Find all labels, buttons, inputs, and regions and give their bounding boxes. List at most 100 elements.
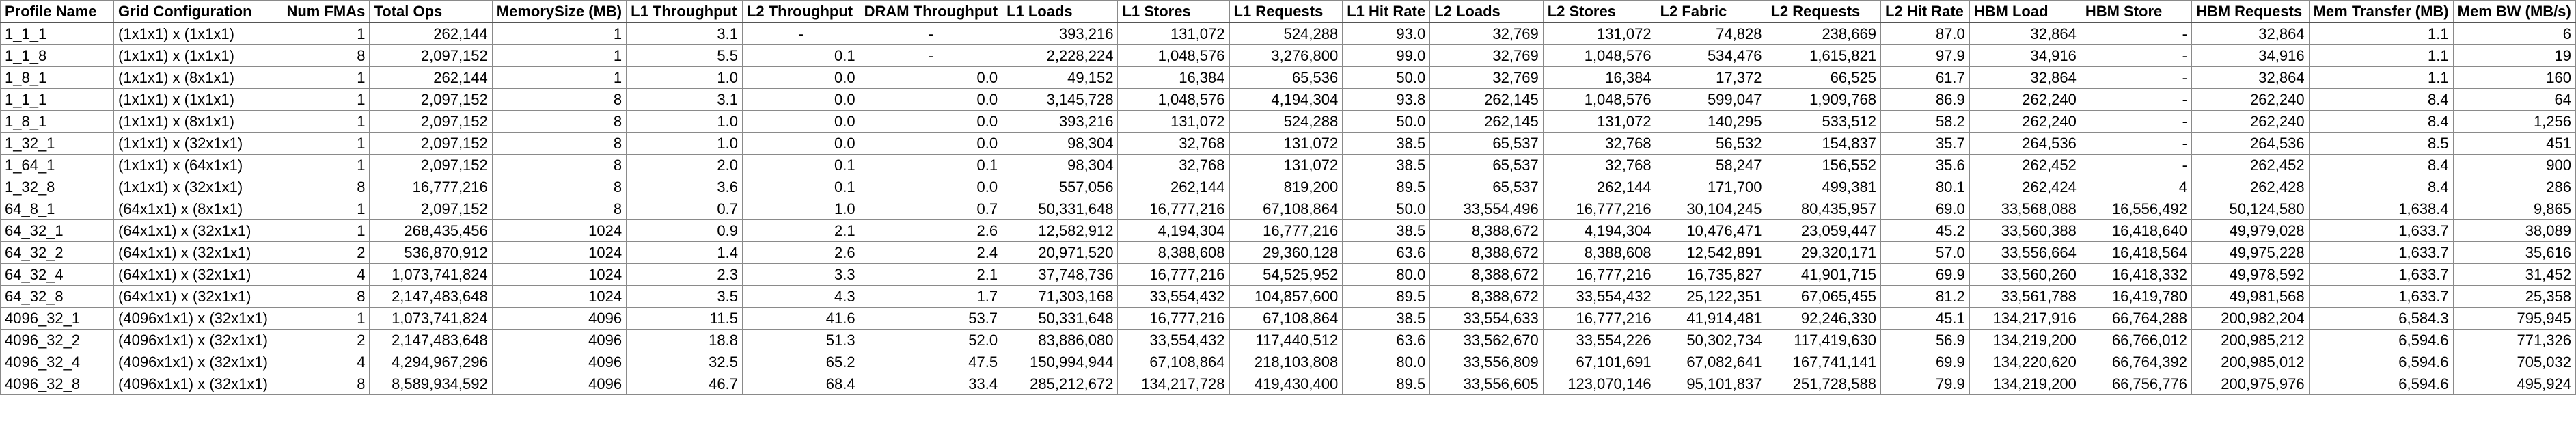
table-cell[interactable]: 8 <box>491 110 627 133</box>
table-cell[interactable]: - <box>741 22 860 45</box>
table-cell[interactable]: 557,056 <box>1002 176 1119 198</box>
table-cell[interactable]: 533,512 <box>1766 110 1881 133</box>
table-cell[interactable]: 771,326 <box>2452 329 2576 351</box>
table-cell[interactable]: 93.8 <box>1342 88 1431 111</box>
table-cell[interactable]: 262,144 <box>369 66 493 89</box>
table-cell[interactable]: 38.5 <box>1342 219 1431 242</box>
table-cell[interactable]: 47.5 <box>859 351 1003 373</box>
table-cell[interactable]: 0.9 <box>626 219 743 242</box>
table-cell[interactable]: 1,048,576 <box>1542 44 1656 67</box>
table-cell[interactable]: 66,756,776 <box>2080 373 2192 395</box>
table-cell[interactable]: 8,388,672 <box>1429 241 1544 264</box>
table-cell[interactable]: 16,735,827 <box>1655 263 1767 286</box>
column-header[interactable]: L1 Hit Rate <box>1342 0 1431 23</box>
table-cell[interactable]: 6,584.3 <box>2308 307 2454 330</box>
table-cell[interactable]: 262,144 <box>1117 176 1230 198</box>
table-cell[interactable]: 1,615,821 <box>1766 44 1881 67</box>
table-cell[interactable]: 1024 <box>491 285 627 308</box>
table-cell[interactable]: 63.6 <box>1342 241 1431 264</box>
table-cell[interactable]: 0.1 <box>741 176 860 198</box>
table-cell[interactable]: 8 <box>282 285 370 308</box>
table-cell[interactable]: (64x1x1) x (32x1x1) <box>113 263 283 286</box>
table-cell[interactable]: 67,082,641 <box>1655 351 1767 373</box>
table-cell[interactable]: 8 <box>282 44 370 67</box>
table-cell[interactable]: 419,430,400 <box>1229 373 1343 395</box>
table-cell[interactable]: 262,145 <box>1429 88 1544 111</box>
table-cell[interactable]: 536,870,912 <box>369 241 493 264</box>
table-cell[interactable]: 4096 <box>491 351 627 373</box>
table-cell[interactable]: 150,994,944 <box>1002 351 1119 373</box>
table-cell[interactable]: 79.9 <box>1880 373 1970 395</box>
table-cell[interactable]: 12,542,891 <box>1655 241 1767 264</box>
table-cell[interactable]: 38.5 <box>1342 154 1431 176</box>
table-cell[interactable]: 1.0 <box>626 132 743 155</box>
table-cell[interactable]: 2 <box>282 329 370 351</box>
table-cell[interactable]: 1,633.7 <box>2308 263 2454 286</box>
column-header[interactable]: HBM Requests <box>2191 0 2310 23</box>
table-cell[interactable]: 6 <box>2452 22 2576 45</box>
table-cell[interactable]: 54,525,952 <box>1229 263 1343 286</box>
column-header[interactable]: L2 Fabric <box>1655 0 1767 23</box>
table-cell[interactable]: 4096 <box>491 329 627 351</box>
table-cell[interactable]: 1_1_8 <box>0 44 115 67</box>
table-cell[interactable]: 32,769 <box>1429 44 1544 67</box>
table-cell[interactable]: (4096x1x1) x (32x1x1) <box>113 373 283 395</box>
table-cell[interactable]: 16,418,640 <box>2080 219 2192 242</box>
table-cell[interactable]: 218,103,808 <box>1229 351 1343 373</box>
table-cell[interactable]: - <box>859 22 1003 45</box>
table-cell[interactable]: 64_8_1 <box>0 198 115 220</box>
table-cell[interactable]: 50.0 <box>1342 110 1431 133</box>
table-cell[interactable]: (1x1x1) x (8x1x1) <box>113 66 283 89</box>
table-cell[interactable]: 264,536 <box>1969 132 2081 155</box>
table-cell[interactable]: 16,418,564 <box>2080 241 2192 264</box>
table-cell[interactable]: 4.3 <box>741 285 860 308</box>
table-cell[interactable]: 134,217,728 <box>1117 373 1230 395</box>
table-cell[interactable]: 8.4 <box>2308 154 2454 176</box>
column-header[interactable]: MemorySize (MB) <box>491 0 627 23</box>
table-cell[interactable]: 33,562,670 <box>1429 329 1544 351</box>
table-cell[interactable]: 45.1 <box>1880 307 1970 330</box>
table-cell[interactable]: 2,097,152 <box>369 154 493 176</box>
table-cell[interactable]: 16,777,216 <box>1542 307 1656 330</box>
table-cell[interactable]: 35,616 <box>2452 241 2576 264</box>
table-cell[interactable]: 31,452 <box>2452 263 2576 286</box>
table-cell[interactable]: 262,240 <box>1969 110 2081 133</box>
table-cell[interactable]: 3.6 <box>626 176 743 198</box>
table-cell[interactable]: (4096x1x1) x (32x1x1) <box>113 351 283 373</box>
table-cell[interactable]: 262,452 <box>1969 154 2081 176</box>
table-cell[interactable]: 123,070,146 <box>1542 373 1656 395</box>
table-cell[interactable]: 1,048,576 <box>1542 88 1656 111</box>
table-cell[interactable]: 2.1 <box>859 263 1003 286</box>
table-cell[interactable]: 4096 <box>491 373 627 395</box>
table-cell[interactable]: 3.5 <box>626 285 743 308</box>
column-header[interactable]: L2 Throughput <box>741 0 860 23</box>
table-cell[interactable]: 80.1 <box>1880 176 1970 198</box>
table-cell[interactable]: 262,145 <box>1429 110 1544 133</box>
table-cell[interactable]: 33,556,664 <box>1969 241 2081 264</box>
table-cell[interactable]: 25,358 <box>2452 285 2576 308</box>
table-cell[interactable]: (1x1x1) x (64x1x1) <box>113 154 283 176</box>
table-cell[interactable]: 4 <box>282 351 370 373</box>
table-cell[interactable]: (1x1x1) x (1x1x1) <box>113 22 283 45</box>
table-cell[interactable]: 52.0 <box>859 329 1003 351</box>
table-cell[interactable]: 80,435,957 <box>1766 198 1881 220</box>
table-cell[interactable]: 160 <box>2452 66 2576 89</box>
table-cell[interactable]: 32,864 <box>1969 22 2081 45</box>
table-cell[interactable]: 45.2 <box>1880 219 1970 242</box>
table-cell[interactable]: 16,384 <box>1117 66 1230 89</box>
table-cell[interactable]: 0.1 <box>859 154 1003 176</box>
table-cell[interactable]: 1,048,576 <box>1117 44 1230 67</box>
table-cell[interactable]: 134,220,620 <box>1969 351 2081 373</box>
table-cell[interactable]: 16,418,332 <box>2080 263 2192 286</box>
table-cell[interactable]: 167,741,141 <box>1766 351 1881 373</box>
table-cell[interactable]: 3.1 <box>626 22 743 45</box>
column-header[interactable]: L2 Loads <box>1429 0 1544 23</box>
table-cell[interactable]: 67,108,864 <box>1229 307 1343 330</box>
table-cell[interactable]: 32,768 <box>1542 154 1656 176</box>
table-cell[interactable]: 66,525 <box>1766 66 1881 89</box>
table-cell[interactable]: 49,978,592 <box>2191 263 2310 286</box>
table-cell[interactable]: 131,072 <box>1542 110 1656 133</box>
table-cell[interactable]: 16,777,216 <box>1542 263 1656 286</box>
table-cell[interactable]: 8 <box>491 132 627 155</box>
table-cell[interactable]: 285,212,672 <box>1002 373 1119 395</box>
